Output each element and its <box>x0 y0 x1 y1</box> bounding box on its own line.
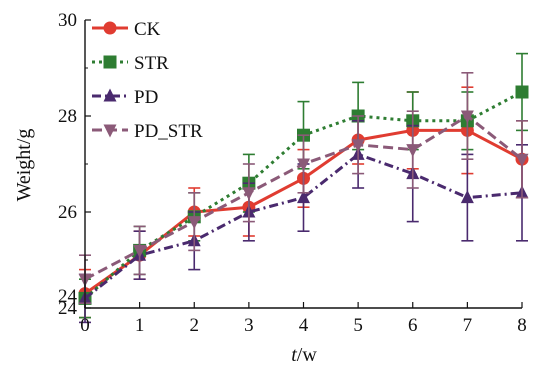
legend-label: STR <box>134 53 169 74</box>
legend-label: PD <box>134 87 158 108</box>
data-point <box>297 190 310 204</box>
legend-item-pd: PD <box>92 87 158 108</box>
y-tick-label: 24 <box>58 286 78 307</box>
x-tick-label: 8 <box>517 315 527 336</box>
legend-item-str: STR <box>92 53 169 74</box>
data-point <box>187 216 201 230</box>
y-tick-label: 30 <box>58 10 77 31</box>
x-tick-label: 4 <box>299 315 309 336</box>
legend: CK STR PD PD_STR <box>92 19 203 142</box>
legend-marker <box>103 124 117 138</box>
x-tick-label: 1 <box>135 315 145 336</box>
x-axis-unit: /w <box>297 344 318 366</box>
x-axis-title: t/w <box>291 344 317 366</box>
data-point <box>351 139 365 153</box>
y-tick-label: 28 <box>58 106 77 127</box>
y-tick-label: 24 <box>58 298 78 319</box>
legend-item-ck: CK <box>92 19 161 40</box>
legend-label: PD_STR <box>134 121 203 142</box>
x-tick-label: 6 <box>408 315 418 336</box>
data-point <box>460 190 474 204</box>
data-point <box>297 158 310 172</box>
x-tick-label: 5 <box>353 315 363 336</box>
x-tick-label: 7 <box>463 315 473 336</box>
data-point <box>460 110 474 124</box>
data-point <box>133 244 147 258</box>
plot-area <box>78 52 529 324</box>
x-tick-label: 2 <box>190 315 200 336</box>
legend-item-pd-str: PD_STR <box>92 121 203 142</box>
legend-marker <box>103 55 117 69</box>
y-axis-title: Weight/g <box>13 129 35 202</box>
x-axis-variable: t <box>291 344 297 366</box>
data-point <box>406 144 420 158</box>
data-point <box>515 153 529 167</box>
x-tick-label: 0 <box>80 315 90 336</box>
data-point <box>515 85 529 99</box>
legend-label: CK <box>134 19 161 40</box>
legend-marker <box>103 21 117 35</box>
data-point <box>242 187 256 201</box>
legend-marker <box>103 88 117 102</box>
x-tick-label: 3 <box>244 315 254 336</box>
y-tick-label: 26 <box>58 202 77 223</box>
